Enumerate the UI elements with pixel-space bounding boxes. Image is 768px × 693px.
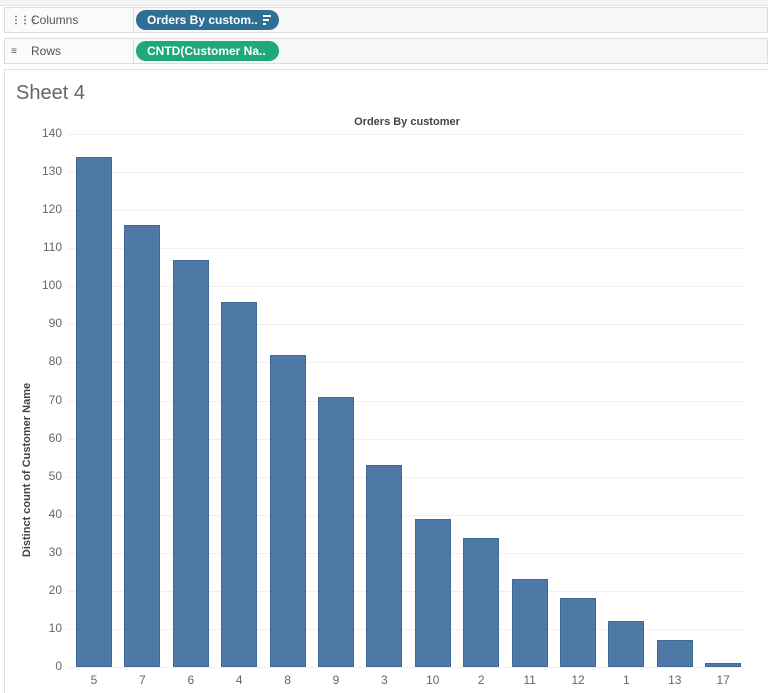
bar[interactable] (656, 640, 693, 667)
columns-icon: ⋮⋮⋮ (11, 14, 39, 26)
gridline (68, 172, 746, 174)
columns-shelf-label: ⋮⋮⋮ Columns (5, 8, 134, 32)
y-tick-label: 0 (55, 659, 62, 673)
top-toolbar-strip (0, 0, 768, 6)
bar[interactable] (511, 579, 548, 667)
columns-pill[interactable]: Orders By custom.. (136, 10, 279, 30)
gridline (68, 210, 746, 212)
rows-label-text: Rows (31, 44, 62, 58)
bar[interactable] (414, 518, 451, 667)
x-tick-label: 5 (90, 673, 98, 687)
y-tick-label: 140 (41, 126, 62, 140)
x-tick-label: 11 (523, 673, 536, 687)
y-tick-label: 110 (42, 240, 62, 255)
y-tick-label: 80 (48, 354, 62, 369)
rows-pill-text: CNTD(Customer Na.. (147, 44, 266, 58)
bar[interactable] (705, 663, 742, 667)
y-tick-label: 90 (48, 316, 62, 331)
x-tick-label: 4 (235, 673, 243, 687)
x-tick-label: 2 (477, 673, 485, 687)
gridline (68, 667, 746, 668)
chart-title: Orders By customer (354, 116, 460, 128)
y-tick-label: 100 (41, 278, 62, 293)
bar[interactable] (463, 537, 500, 667)
bar[interactable] (221, 301, 258, 667)
gridline (68, 476, 746, 478)
x-tick-label: 6 (187, 673, 195, 687)
x-tick-label: 17 (716, 673, 730, 687)
y-tick-label: 120 (41, 202, 62, 217)
sheet-title: Sheet 4 (16, 82, 85, 104)
bar[interactable] (269, 354, 306, 667)
y-tick-label: 20 (48, 582, 62, 597)
gridline (68, 400, 746, 402)
bar[interactable] (172, 259, 209, 667)
x-tick-label: 10 (426, 673, 440, 687)
bar[interactable] (76, 156, 112, 667)
x-tick-label: 1 (623, 673, 630, 687)
y-tick-label: 60 (48, 430, 62, 445)
gridline (68, 134, 746, 135)
y-tick-label: 50 (48, 468, 62, 483)
x-tick-label: 9 (332, 673, 340, 687)
bar[interactable] (366, 465, 403, 667)
rows-icon: ≡ (11, 45, 17, 57)
x-tick-label: 8 (284, 673, 291, 687)
bar[interactable] (608, 621, 645, 667)
columns-label-text: Columns (31, 13, 79, 27)
gridline (68, 362, 746, 364)
gridline (68, 590, 746, 592)
gridline (68, 248, 746, 250)
rows-shelf[interactable]: ≡ Rows CNTD(Customer Na.. (4, 38, 768, 64)
x-tick-label: 13 (668, 673, 682, 687)
x-tick-label: 12 (571, 673, 585, 687)
columns-pill-text: Orders By custom.. (147, 13, 258, 27)
x-tick-label: 7 (139, 673, 146, 687)
x-tick-label: 3 (381, 673, 388, 687)
rows-pill[interactable]: CNTD(Customer Na.. (136, 41, 279, 61)
y-tick-label: 10 (48, 620, 62, 635)
y-tick-label: 40 (48, 506, 62, 521)
gridline (68, 286, 746, 288)
columns-shelf[interactable]: ⋮⋮⋮ Columns Orders By custom.. (4, 7, 768, 33)
bar[interactable] (318, 396, 354, 667)
bar[interactable] (560, 598, 596, 667)
gridline (68, 324, 746, 326)
gridline (68, 438, 746, 440)
bar[interactable] (124, 225, 161, 667)
y-tick-label: 70 (48, 392, 62, 407)
y-tick-label: 30 (48, 544, 62, 559)
y-tick-label: 130 (41, 164, 62, 179)
gridline (68, 552, 746, 554)
gridline (68, 514, 746, 516)
sheet-view: Sheet 4 Orders By customer Distinct coun… (4, 69, 768, 693)
gridline (68, 628, 746, 630)
rows-shelf-label: ≡ Rows (5, 39, 134, 63)
sort-descending-icon (262, 14, 271, 26)
